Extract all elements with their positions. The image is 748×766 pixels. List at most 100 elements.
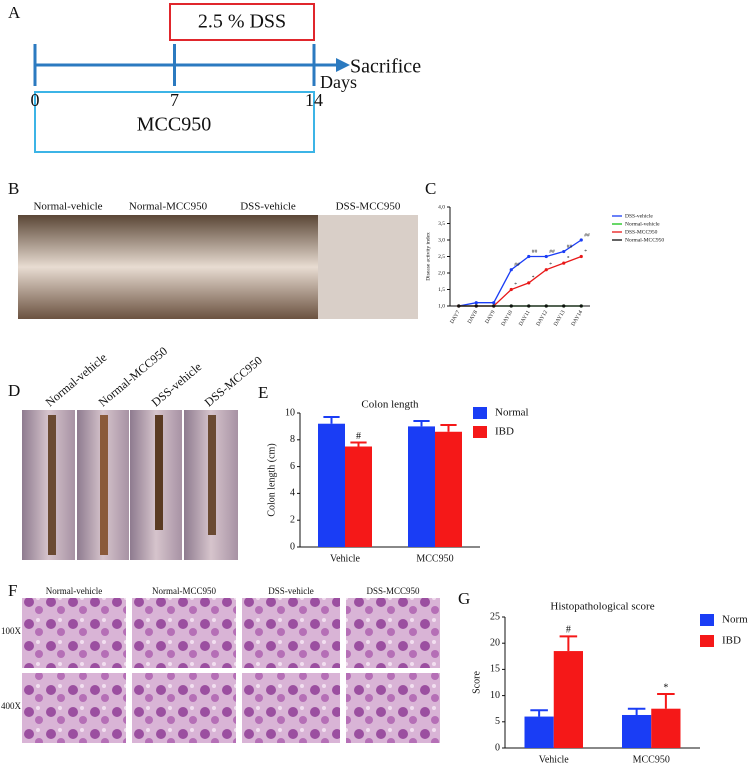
y-tick-label: 25 [490, 611, 500, 622]
annotation: ## [514, 262, 520, 268]
photo-label: Normal-MCC950 [129, 201, 208, 213]
bar [345, 446, 372, 547]
end-label: Sacrifice [350, 56, 421, 78]
legend-label: IBD [495, 426, 514, 438]
annotation: ## [584, 232, 590, 238]
y-axis-label: Disease activity index [425, 232, 431, 281]
x-tick-label: DAY10 [500, 309, 514, 327]
panel-label: G [458, 589, 470, 608]
y-axis-label: Colon length (cm) [266, 443, 277, 516]
x-tick-label: MCC950 [416, 553, 453, 564]
marker [509, 268, 513, 272]
annotation: ## [567, 244, 573, 250]
legend-swatch [473, 426, 487, 438]
histology-label: Normal-vehicle [46, 586, 102, 596]
marker [544, 268, 548, 272]
y-tick-label: 3,0 [438, 237, 445, 243]
histology-grid [22, 598, 440, 743]
y-tick-label: 0 [290, 541, 295, 552]
histology-label: DSS-MCC950 [366, 586, 420, 596]
marker [474, 301, 478, 305]
panel-label: F [8, 581, 17, 600]
marker [509, 287, 513, 292]
annotation: * [584, 249, 587, 255]
legend-label: DSS-MCC950 [625, 229, 658, 235]
x-tick-label: Vehicle [330, 553, 361, 564]
y-tick-label: 2 [290, 514, 295, 525]
error-bar [440, 424, 457, 432]
bar [622, 714, 652, 748]
marker [474, 304, 478, 308]
y-tick-label: 1,0 [438, 303, 445, 309]
photo-label: DSS-vehicle [240, 201, 296, 213]
y-axis-label: Score [471, 671, 482, 694]
marker [544, 254, 548, 259]
annotation: ## [549, 249, 555, 255]
error-bar [559, 635, 578, 652]
annotation: ## [532, 249, 538, 255]
marker [492, 304, 496, 308]
series-line [458, 239, 582, 307]
error-bar [350, 441, 367, 447]
x-tick-label: Vehicle [539, 754, 570, 765]
annotation: * [549, 262, 552, 268]
error-bar [657, 693, 675, 709]
y-tick-label: 3,5 [438, 221, 445, 227]
y-tick-label: 2,0 [438, 270, 445, 276]
legend-label: IBD [722, 635, 741, 647]
annotation: * [567, 255, 570, 261]
x-tick-label: DAY11 [518, 309, 532, 327]
x-tick-label: DAY13 [553, 309, 567, 327]
panel-label: D [8, 381, 20, 400]
y-tick-label: 4,0 [438, 204, 445, 210]
chart-title: Colon length [361, 399, 419, 411]
x-tick-label: DAY12 [535, 309, 549, 327]
annotation: * [663, 682, 668, 693]
legend-swatch [700, 614, 714, 626]
legend-swatch [700, 635, 714, 647]
marker [562, 261, 566, 265]
marker [527, 281, 531, 285]
legend-swatch [473, 407, 487, 419]
photo-label: Normal-vehicle [33, 201, 102, 213]
legend-label: DSS-vehicle [625, 213, 653, 219]
treatment-label: 2.5 % DSS [198, 11, 286, 33]
marker [544, 304, 548, 308]
y-tick-label: 10 [285, 407, 295, 418]
bar [408, 426, 435, 547]
error-bar [413, 420, 430, 427]
y-tick-label: 20 [490, 637, 500, 648]
marker [457, 304, 461, 308]
histology-label: DSS-vehicle [268, 586, 314, 596]
annotation: * [514, 282, 517, 288]
marker [509, 304, 513, 308]
error-bar [627, 707, 646, 715]
annotation: * [532, 275, 535, 281]
error-bar [323, 416, 340, 424]
y-tick-label: 0 [495, 742, 500, 753]
histology-label: Normal-MCC950 [152, 586, 216, 596]
error-bar [530, 709, 548, 717]
x-tick-label: DAY9 [484, 309, 496, 324]
bar [524, 716, 554, 748]
photo-label: DSS-MCC950 [336, 201, 401, 213]
bar [435, 431, 462, 547]
timeline-tick-label: 14 [305, 90, 323, 110]
y-tick-label: 6 [290, 461, 295, 472]
marker [492, 301, 496, 305]
x-tick-label: MCC950 [633, 754, 670, 765]
y-tick-label: 1,5 [438, 287, 445, 293]
y-tick-label: 15 [490, 664, 500, 675]
y-tick-label: 5 [495, 716, 500, 727]
marker [579, 238, 583, 242]
timeline-tick-label: 0 [31, 90, 40, 110]
magnification: 100X [1, 626, 22, 636]
photos-d [22, 410, 238, 560]
x-tick-label: DAY8 [467, 309, 479, 324]
bar [651, 708, 681, 748]
marker [562, 304, 566, 308]
y-tick-label: 4 [290, 488, 295, 499]
panel-label: B [8, 179, 19, 198]
timeline [34, 3, 350, 153]
